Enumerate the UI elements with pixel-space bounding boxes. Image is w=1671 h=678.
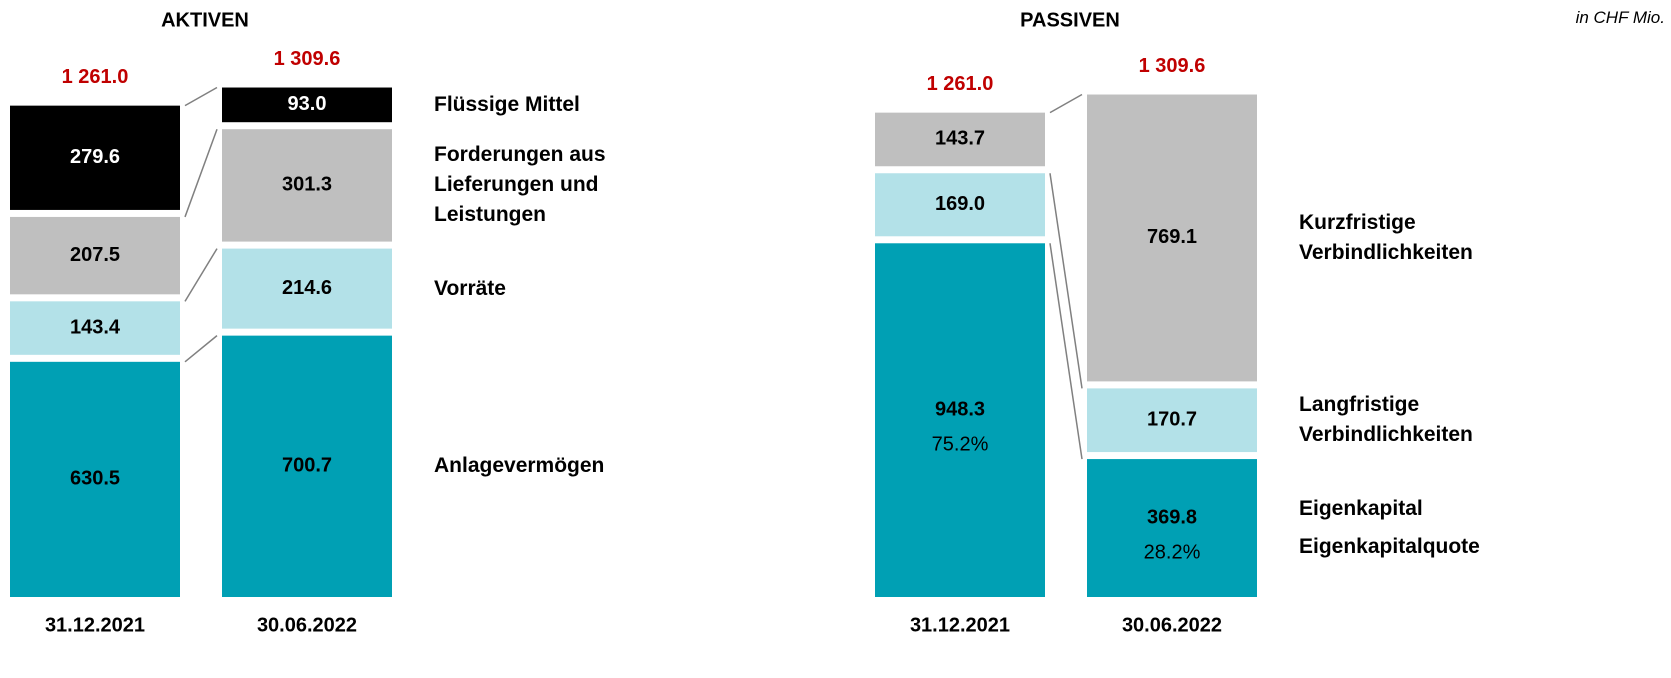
unit-note: in CHF Mio. <box>1575 8 1665 27</box>
bar-segment <box>1087 388 1257 453</box>
total-label: 1 261.0 <box>62 66 129 88</box>
x-tick-label: 30.06.2022 <box>1122 614 1222 636</box>
total-label: 1 309.6 <box>274 48 341 70</box>
bar-segment <box>1087 94 1257 382</box>
value-label: 769.1 <box>1147 226 1197 248</box>
legend-label: Langfristige Verbindlichkeiten <box>1299 393 1473 447</box>
connector <box>184 86 218 107</box>
value-label: 170.7 <box>1147 409 1197 431</box>
value-label: 214.6 <box>282 277 332 299</box>
bar-segment <box>222 248 392 329</box>
connector <box>1049 93 1083 114</box>
bar-segment <box>10 361 180 597</box>
share-label: 28.2% <box>1144 541 1201 563</box>
bar-segment <box>10 216 180 295</box>
connector <box>184 248 218 302</box>
legend-label: Eigenkapitalquote <box>1299 535 1480 559</box>
x-tick-label: 31.12.2021 <box>910 614 1010 636</box>
bar-segment <box>222 129 392 242</box>
connector <box>184 128 218 218</box>
chart-title: AKTIVEN <box>161 9 249 31</box>
connector <box>1049 243 1083 460</box>
x-tick-label: 31.12.2021 <box>45 614 145 636</box>
connector <box>184 335 218 363</box>
bar-segment <box>222 335 392 597</box>
share-label: 75.2% <box>932 433 989 455</box>
total-label: 1 309.6 <box>1139 55 1206 77</box>
bar-segment <box>10 301 180 355</box>
legend-label: Anlagevermögen <box>434 454 605 478</box>
x-tick-label: 30.06.2022 <box>257 614 357 636</box>
value-label: 301.3 <box>282 174 332 196</box>
legend-label: Flüssige Mittel <box>434 92 580 116</box>
bar-segment <box>10 105 180 210</box>
bar-segment <box>875 112 1045 167</box>
bar-segment <box>875 173 1045 237</box>
legend-label: Forderungen aus Lieferungen und Leistung… <box>434 143 606 227</box>
bar-segment <box>875 243 1045 597</box>
value-label: 630.5 <box>70 468 120 490</box>
value-label: 93.0 <box>288 93 327 115</box>
bar-segment <box>222 87 392 123</box>
legend-label: Kurzfristige Verbindlichkeiten <box>1299 210 1473 264</box>
value-label: 169.0 <box>935 193 985 215</box>
value-label: 948.3 <box>935 398 985 420</box>
value-label: 700.7 <box>282 455 332 477</box>
connector <box>1049 173 1083 389</box>
chart-title: PASSIVEN <box>1020 9 1120 31</box>
value-label: 143.7 <box>935 128 985 150</box>
bar-segment <box>1087 459 1257 597</box>
value-label: 143.4 <box>70 316 121 338</box>
value-label: 279.6 <box>70 146 120 168</box>
value-label: 207.5 <box>70 244 120 266</box>
total-label: 1 261.0 <box>927 73 994 95</box>
value-label: 369.8 <box>1147 506 1197 528</box>
legend-label: Vorräte <box>434 276 506 300</box>
legend-label: Eigenkapital <box>1299 497 1423 521</box>
